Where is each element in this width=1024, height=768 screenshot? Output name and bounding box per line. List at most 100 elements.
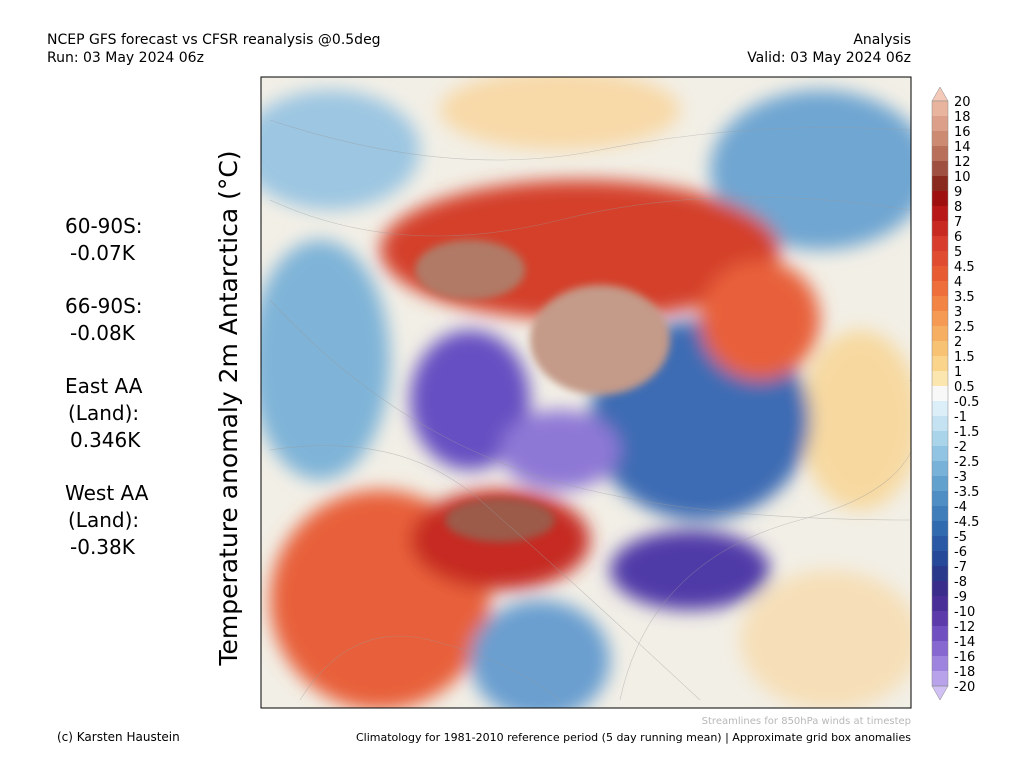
colorbar-top-arrow xyxy=(931,86,949,102)
colorbar-label: -4.5 xyxy=(954,515,979,530)
title: NCEP GFS forecast vs CFSR reanalysis @0.… xyxy=(47,32,381,48)
run-time: Run: 03 May 2024 06z xyxy=(47,50,204,66)
colorbar-label: -14 xyxy=(954,635,975,650)
colorbar-label: 5 xyxy=(954,245,962,260)
colorbar-label: 20 xyxy=(954,95,971,110)
colorbar-segment xyxy=(932,176,948,191)
colorbar-segment xyxy=(932,431,948,446)
colorbar-segment xyxy=(932,146,948,161)
stat-value: 0.346K xyxy=(70,428,141,452)
colorbar-segment xyxy=(932,596,948,611)
colorbar-label: -1.5 xyxy=(954,425,979,440)
map xyxy=(261,77,911,708)
stat-label: 66-90S: xyxy=(65,294,143,318)
colorbar-label: 1.5 xyxy=(954,350,975,365)
colorbar-segment xyxy=(932,536,948,551)
colorbar-label: 4.5 xyxy=(954,260,975,275)
colorbar-label: 0.5 xyxy=(954,380,975,395)
colorbar-label: 14 xyxy=(954,140,971,155)
colorbar-segment xyxy=(932,506,948,521)
colorbar-segment xyxy=(932,251,948,266)
stat-value: -0.38K xyxy=(70,535,136,559)
colorbar-segment xyxy=(932,341,948,356)
colorbar-segment xyxy=(932,191,948,206)
colorbar-segment xyxy=(932,131,948,146)
colorbar-segment xyxy=(932,221,948,236)
colorbar-label: 16 xyxy=(954,125,971,140)
colorbar-segment xyxy=(932,566,948,581)
colorbar-label: -16 xyxy=(954,650,975,665)
colorbar-segment xyxy=(932,371,948,386)
stat-label: West AA xyxy=(65,481,149,505)
colorbar: 201816141210987654.543.532.521.510.5-0.5… xyxy=(931,86,979,701)
colorbar-label: -3 xyxy=(954,470,967,485)
streamlines-note: Streamlines for 850hPa winds at timestep xyxy=(702,716,911,727)
kind: Analysis xyxy=(853,32,911,48)
colorbar-label: -8 xyxy=(954,575,967,590)
colorbar-segment xyxy=(932,161,948,176)
colorbar-segment xyxy=(932,206,948,221)
stat-value: -0.08K xyxy=(70,321,136,345)
colorbar-segment xyxy=(932,356,948,371)
colorbar-segment xyxy=(932,311,948,326)
colorbar-segment xyxy=(932,461,948,476)
stats: 60-90S: -0.07K 66-90S: -0.08K East AA (Land):… xyxy=(65,214,149,559)
colorbar-bottom-arrow xyxy=(931,685,949,701)
colorbar-segment xyxy=(932,401,948,416)
colorbar-label: 3 xyxy=(954,305,962,320)
colorbar-segment xyxy=(932,521,948,536)
colorbar-segment xyxy=(932,611,948,626)
valid-time: Valid: 03 May 2024 06z xyxy=(747,50,911,66)
colorbar-label: 4 xyxy=(954,275,962,290)
colorbar-label: 12 xyxy=(954,155,971,170)
colorbar-label: -20 xyxy=(954,680,975,695)
colorbar-segment xyxy=(932,116,948,131)
colorbar-label: 7 xyxy=(954,215,962,230)
colorbar-label: 3.5 xyxy=(954,290,975,305)
colorbar-label: -5 xyxy=(954,530,967,545)
colorbar-segment xyxy=(932,551,948,566)
colorbar-label: -10 xyxy=(954,605,975,620)
colorbar-label: 10 xyxy=(954,170,971,185)
colorbar-label: 8 xyxy=(954,200,962,215)
colorbar-label: -2 xyxy=(954,440,967,455)
colorbar-label: -6 xyxy=(954,545,967,560)
colorbar-segment xyxy=(932,626,948,641)
colorbar-label: 18 xyxy=(954,110,971,125)
colorbar-segment xyxy=(932,296,948,311)
colorbar-label: -1 xyxy=(954,410,967,425)
colorbar-frame xyxy=(931,100,949,687)
colorbar-segment xyxy=(932,416,948,431)
stat-label: (Land): xyxy=(68,508,139,532)
axis-label: Temperature anomaly 2m Antarctica (°C) xyxy=(214,150,243,666)
colorbar-segment xyxy=(932,446,948,461)
colorbar-segment xyxy=(932,476,948,491)
colorbar-segment xyxy=(932,236,948,251)
colorbar-segment xyxy=(932,326,948,341)
colorbar-segment xyxy=(932,671,948,686)
colorbar-label: 2 xyxy=(954,335,962,350)
map-frame xyxy=(260,76,912,709)
colorbar-label: -2.5 xyxy=(954,455,979,470)
climatology-note: Climatology for 1981-2010 reference peri… xyxy=(356,731,911,744)
stat-value: -0.07K xyxy=(70,241,136,265)
credit: (c) Karsten Haustein xyxy=(57,730,180,744)
colorbar-segment xyxy=(932,581,948,596)
colorbar-segment xyxy=(932,281,948,296)
colorbar-label: -0.5 xyxy=(954,395,979,410)
colorbar-label: -3.5 xyxy=(954,485,979,500)
colorbar-label: -9 xyxy=(954,590,967,605)
colorbar-segment xyxy=(932,266,948,281)
colorbar-label: 9 xyxy=(954,185,962,200)
colorbar-segment xyxy=(932,101,948,116)
colorbar-label: 1 xyxy=(954,365,962,380)
colorbar-segment xyxy=(932,641,948,656)
colorbar-label: 6 xyxy=(954,230,962,245)
colorbar-label: -4 xyxy=(954,500,967,515)
colorbar-label: 2.5 xyxy=(954,320,975,335)
colorbar-segment xyxy=(932,656,948,671)
stat-label: 60-90S: xyxy=(65,214,143,238)
stat-label: (Land): xyxy=(68,401,139,425)
colorbar-label: -7 xyxy=(954,560,967,575)
